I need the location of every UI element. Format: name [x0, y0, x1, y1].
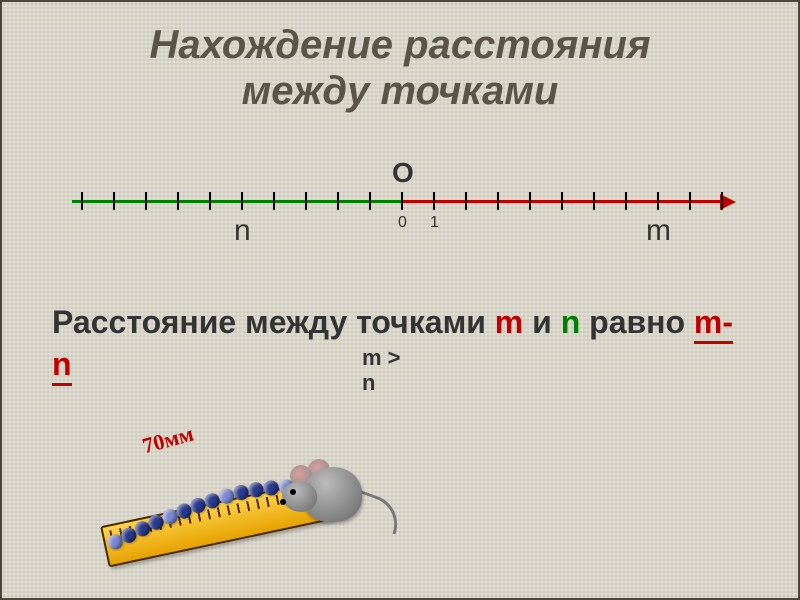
seventy-mm-label: 70мм	[140, 421, 197, 460]
tick-mark	[497, 192, 499, 210]
mouse-icon	[282, 437, 382, 537]
one-label: 1	[430, 214, 439, 232]
mouse-nose	[280, 499, 286, 505]
sentence-n: n	[561, 304, 581, 340]
distance-sentence: Расстояние между точками m и n равно m-n	[52, 302, 748, 385]
tick-mark	[113, 192, 115, 210]
tick-mark	[721, 192, 723, 210]
condition-line2: n	[362, 372, 375, 394]
bead	[247, 480, 266, 499]
tick-mark	[241, 192, 243, 210]
tick-mark	[433, 192, 435, 210]
zero-label: 0	[398, 214, 407, 232]
tick-mark	[465, 192, 467, 210]
tick-mark	[689, 192, 691, 210]
tick-mark	[593, 192, 595, 210]
tick-mark	[81, 192, 83, 210]
mouse-eye	[290, 489, 296, 495]
slide-title: Нахождение расстояния между точками	[2, 22, 798, 114]
number-line: О 0 1 n m	[72, 192, 732, 232]
tick-mark	[657, 192, 659, 210]
bead	[262, 479, 281, 498]
tick-mark	[529, 192, 531, 210]
tick-mark	[145, 192, 147, 210]
tick-mark	[401, 192, 403, 210]
n-point-label: n	[234, 214, 251, 248]
mouse-head	[282, 482, 317, 512]
sentence-part3: равно	[580, 304, 694, 340]
m-point-label: m	[646, 214, 671, 248]
tick-mark	[305, 192, 307, 210]
tick-mark	[625, 192, 627, 210]
tick-mark	[273, 192, 275, 210]
sentence-m: m	[495, 304, 523, 340]
sentence-part2: и	[523, 304, 560, 340]
slide: Нахождение расстояния между точками О 0 …	[0, 0, 800, 600]
axis-negative	[72, 200, 402, 203]
tick-mark	[337, 192, 339, 210]
tick-mark	[561, 192, 563, 210]
axis-positive	[402, 200, 732, 203]
title-line-1: Нахождение расстояния	[149, 23, 650, 67]
origin-label: О	[392, 157, 414, 189]
tick-mark	[209, 192, 211, 210]
tick-mark	[369, 192, 371, 210]
mouse-illustration: 70мм	[92, 412, 392, 582]
condition-line1: m >	[362, 347, 401, 369]
bead	[232, 483, 251, 502]
title-line-2: между точками	[242, 69, 559, 113]
tick-mark	[177, 192, 179, 210]
sentence-part1: Расстояние между точками	[52, 304, 495, 340]
